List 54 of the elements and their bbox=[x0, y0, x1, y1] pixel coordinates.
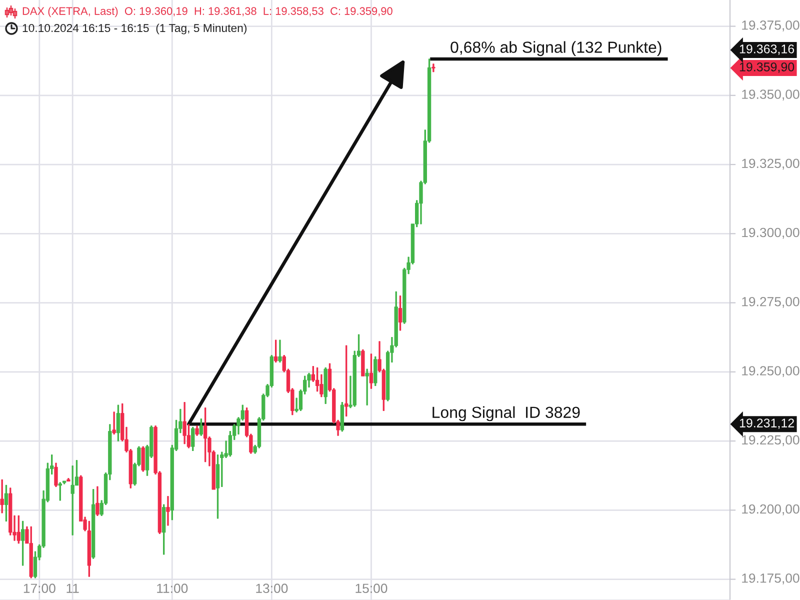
text: DAX (XETRA, Last) O: 19.360,19 H: 19.361,38 L: 19.358,53 C: 19.359,90 bbox=[22, 6, 392, 18]
candlestick bbox=[199, 418, 204, 436]
x-tick-label: 11:00 bbox=[157, 584, 188, 594]
candlestick bbox=[374, 356, 378, 386]
candlestick bbox=[340, 402, 344, 432]
y-tick-label: 19.350,00 bbox=[742, 90, 800, 100]
ref-line-label: 0,68% ab Signal (132 Punkte) bbox=[450, 41, 662, 56]
ref-line-label: Long Signal ID 3829 bbox=[432, 406, 580, 422]
x-tick-label: 15:00 bbox=[356, 584, 388, 594]
candlestick bbox=[324, 367, 328, 404]
candlestick bbox=[203, 407, 208, 462]
x-tick-label: 13:00 bbox=[256, 584, 288, 594]
text: 19.363,16 bbox=[740, 44, 794, 55]
y-tick-label: 19.200,00 bbox=[742, 504, 800, 516]
y-tick-label: 19.325,00 bbox=[742, 158, 800, 170]
candlestick bbox=[162, 504, 166, 555]
candlestick bbox=[87, 520, 92, 577]
candlestick bbox=[344, 345, 348, 416]
candlestick bbox=[369, 354, 374, 389]
text: 10.10.2024 16:15 - 16:15 (1 Tag, 5 Minuten) bbox=[22, 24, 246, 34]
candlestick bbox=[432, 64, 436, 72]
candlestick bbox=[91, 489, 96, 559]
text: 19.359,90 bbox=[740, 62, 794, 73]
candlestick bbox=[191, 426, 195, 452]
y-tick-label: 19.225,00 bbox=[742, 435, 800, 446]
candlestick bbox=[116, 404, 120, 442]
x-tick-label: 17:00 bbox=[24, 584, 56, 594]
candlestick bbox=[112, 412, 116, 434]
candlestick bbox=[365, 368, 369, 406]
y-tick-label: 19.175,00 bbox=[742, 573, 800, 584]
candlestick bbox=[54, 462, 58, 487]
candlestick bbox=[58, 482, 62, 501]
candlestick bbox=[216, 454, 220, 519]
candlestick bbox=[4, 484, 8, 522]
candlestick bbox=[398, 296, 402, 331]
candlestick bbox=[16, 515, 21, 544]
y-tick-label: 19.375,00 bbox=[742, 20, 800, 32]
candlestick bbox=[0, 479, 4, 514]
candlestick bbox=[66, 478, 70, 482]
candlestick bbox=[96, 486, 100, 516]
text: 19.231,12 bbox=[740, 418, 794, 429]
candlestick bbox=[274, 340, 278, 363]
candlestick bbox=[195, 425, 199, 436]
candlestick bbox=[20, 520, 25, 566]
candlestick bbox=[278, 340, 282, 363]
candlestick bbox=[29, 526, 33, 578]
candlestick bbox=[166, 496, 170, 526]
candlestick bbox=[361, 349, 365, 376]
candlestick bbox=[182, 402, 186, 444]
candlestick bbox=[141, 446, 145, 472]
y-tick-label: 19.275,00 bbox=[742, 296, 800, 308]
y-tick-label: 19.250,00 bbox=[742, 366, 800, 377]
y-tick-label: 19.300,00 bbox=[742, 228, 800, 239]
x-tick-label: 11 bbox=[66, 584, 79, 593]
